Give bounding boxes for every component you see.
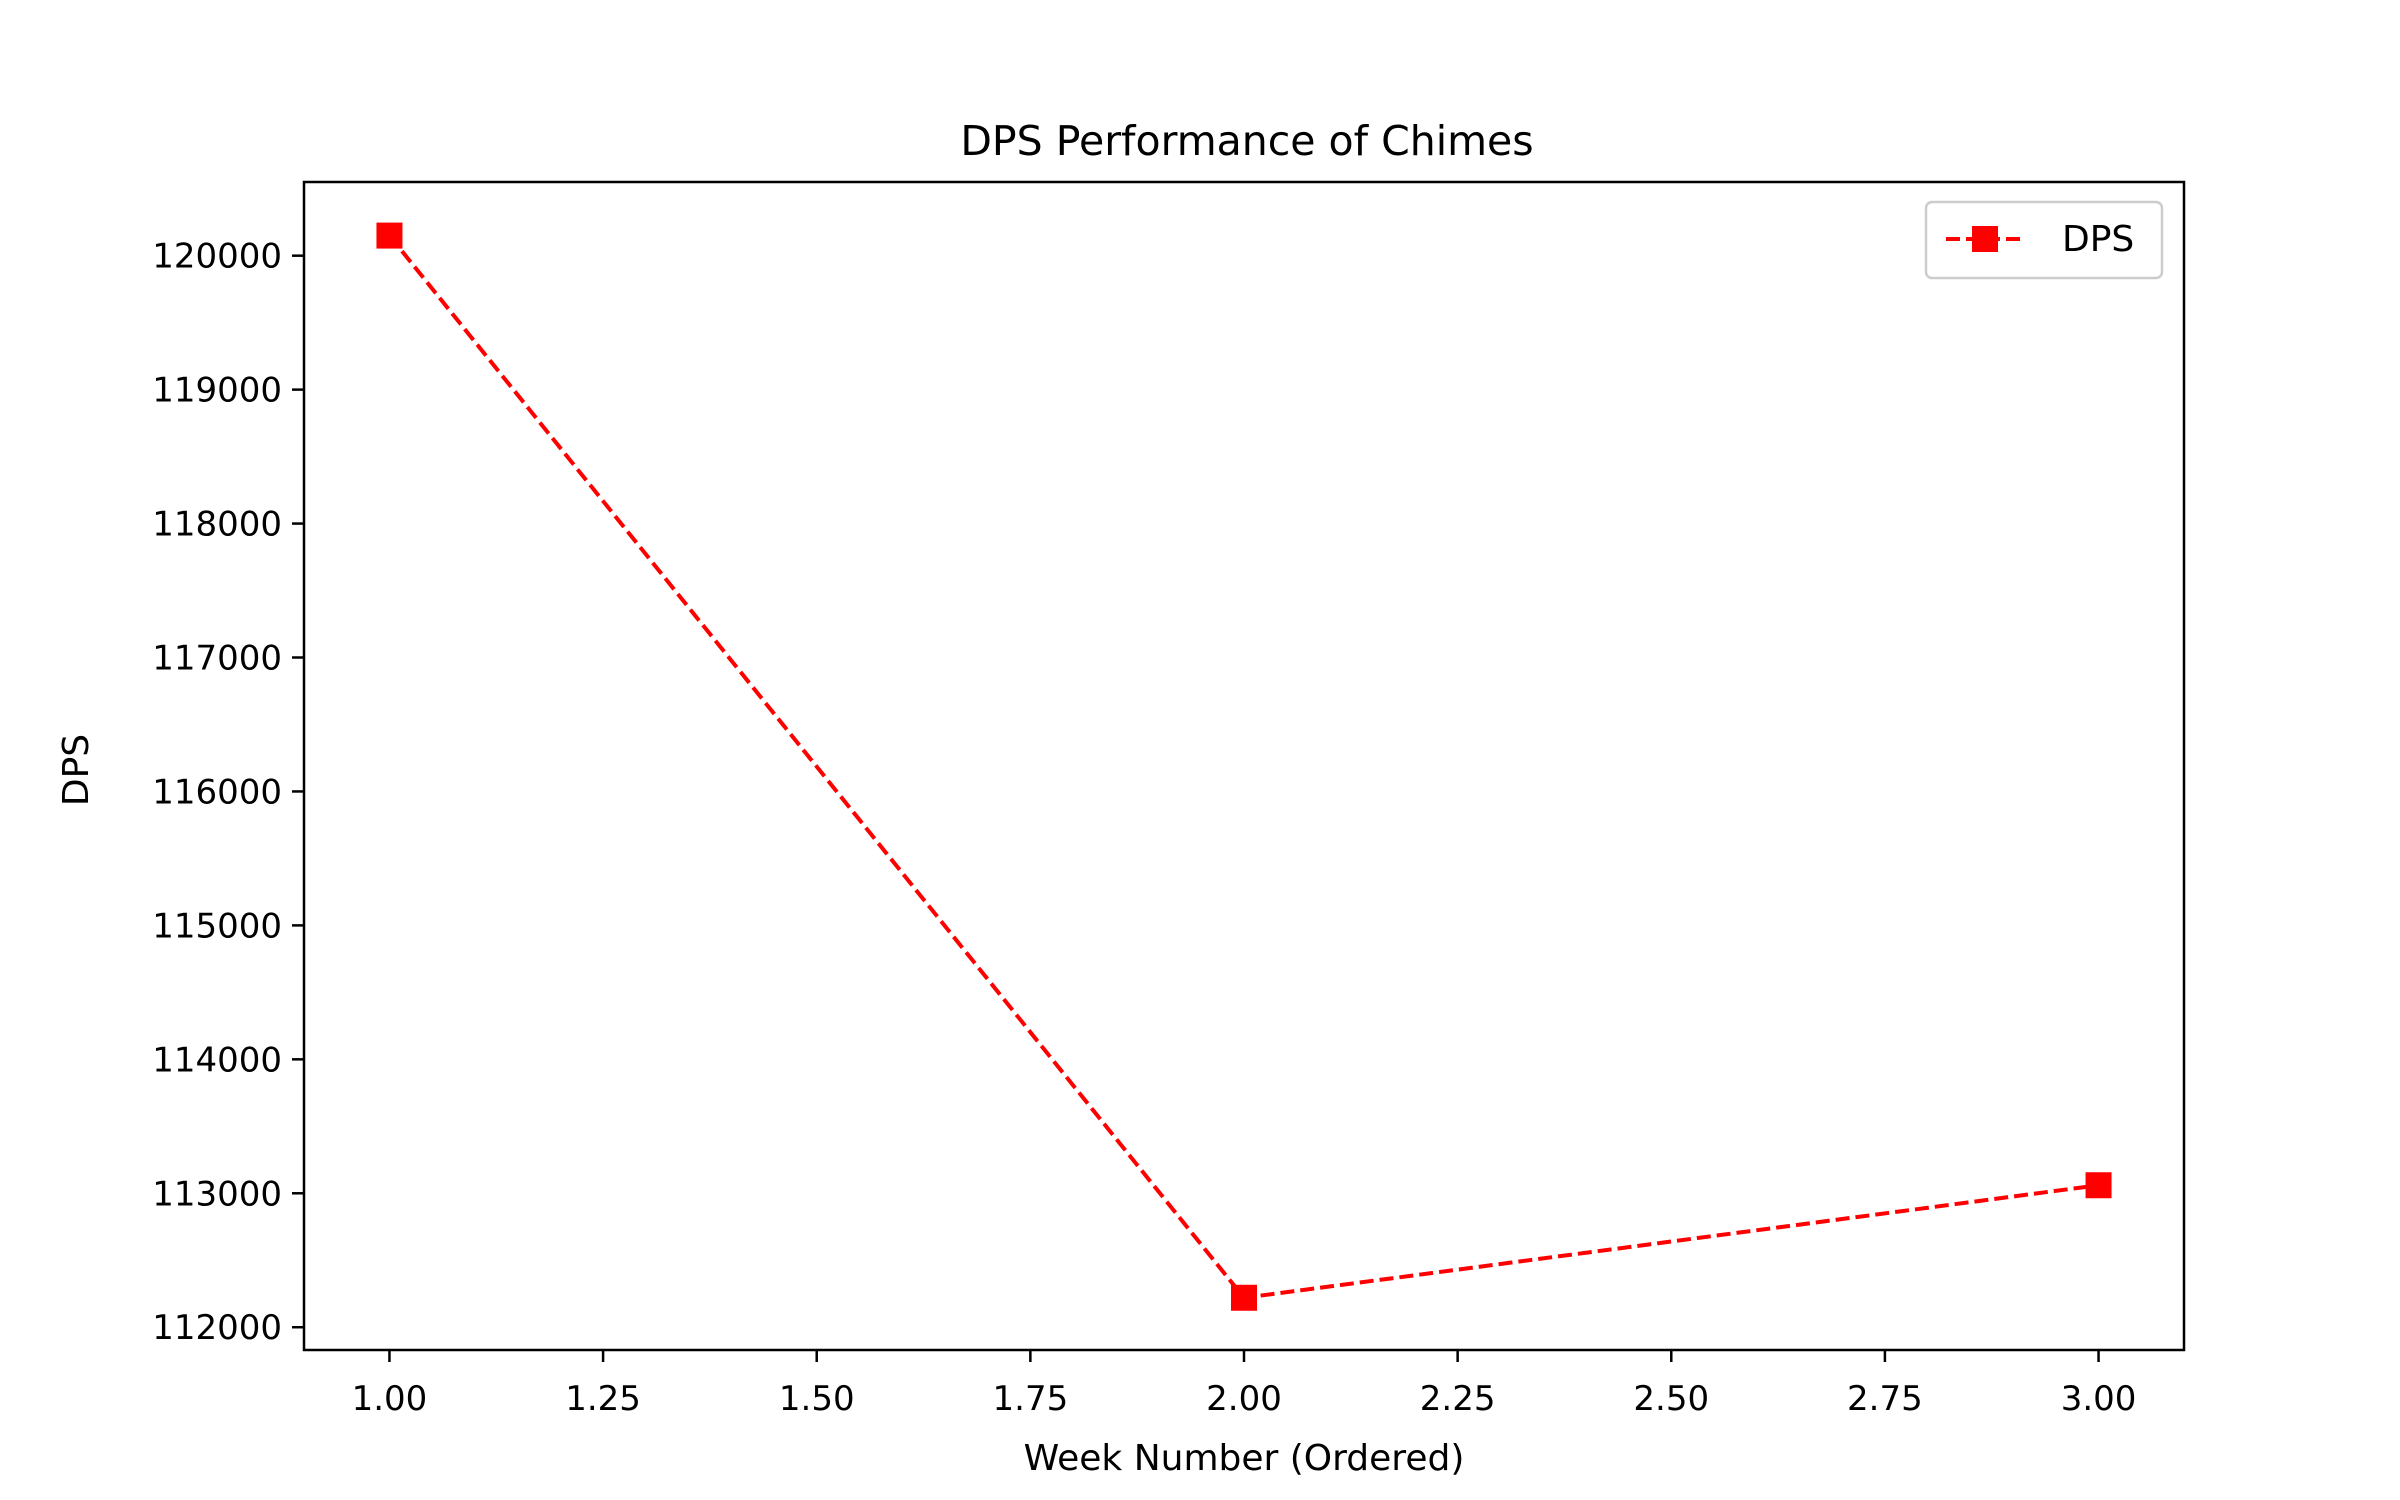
x-tick-label: 3.00 [2061, 1379, 2137, 1419]
x-tick-label: 2.00 [1206, 1379, 1282, 1419]
x-tick-label: 1.75 [993, 1379, 1069, 1419]
data-point [2085, 1172, 2112, 1199]
y-tick-label: 118000 [152, 505, 282, 545]
y-tick-label: 119000 [152, 371, 282, 411]
y-tick-label: 112000 [152, 1308, 282, 1348]
y-axis-label: DPS [56, 734, 97, 806]
legend-frame [1924, 200, 2164, 280]
chart-title: DPS Performance of Chimes [960, 117, 1533, 165]
series-line-dps [387, 234, 2099, 1300]
plot-frame [302, 180, 2186, 1352]
y-tick-label: 113000 [152, 1174, 282, 1214]
y-tick-label: 117000 [152, 639, 282, 679]
x-tick-label: 1.00 [352, 1379, 428, 1419]
x-tick-label: 2.25 [1420, 1379, 1496, 1419]
y-tick-label: 114000 [152, 1040, 282, 1080]
y-tick-label: 120000 [152, 237, 282, 277]
x-tick-label: 2.50 [1633, 1379, 1709, 1419]
legend-marker-sample [1972, 226, 1998, 252]
data-point [376, 222, 403, 249]
x-axis: 1.00 1.25 1.50 1.75 2.00 2.25 2.50 2.75 3.00 [352, 1350, 2137, 1419]
data-point [1231, 1284, 1257, 1311]
y-axis: 112000 113000 114000 115000 116000 117000 1180… [152, 237, 304, 1348]
y-tick-label: 116000 [152, 772, 282, 812]
legend-label-dps: DPS [2062, 219, 2134, 260]
y-tick-label: 115000 [152, 906, 282, 946]
x-tick-label: 1.50 [779, 1379, 855, 1419]
legend: DPS [1924, 200, 2164, 280]
plot-area [376, 222, 2112, 1311]
x-tick-label: 2.75 [1847, 1379, 1923, 1419]
x-axis-label: Week Number (Ordered) [1024, 1438, 1465, 1479]
x-tick-label: 1.25 [565, 1379, 641, 1419]
